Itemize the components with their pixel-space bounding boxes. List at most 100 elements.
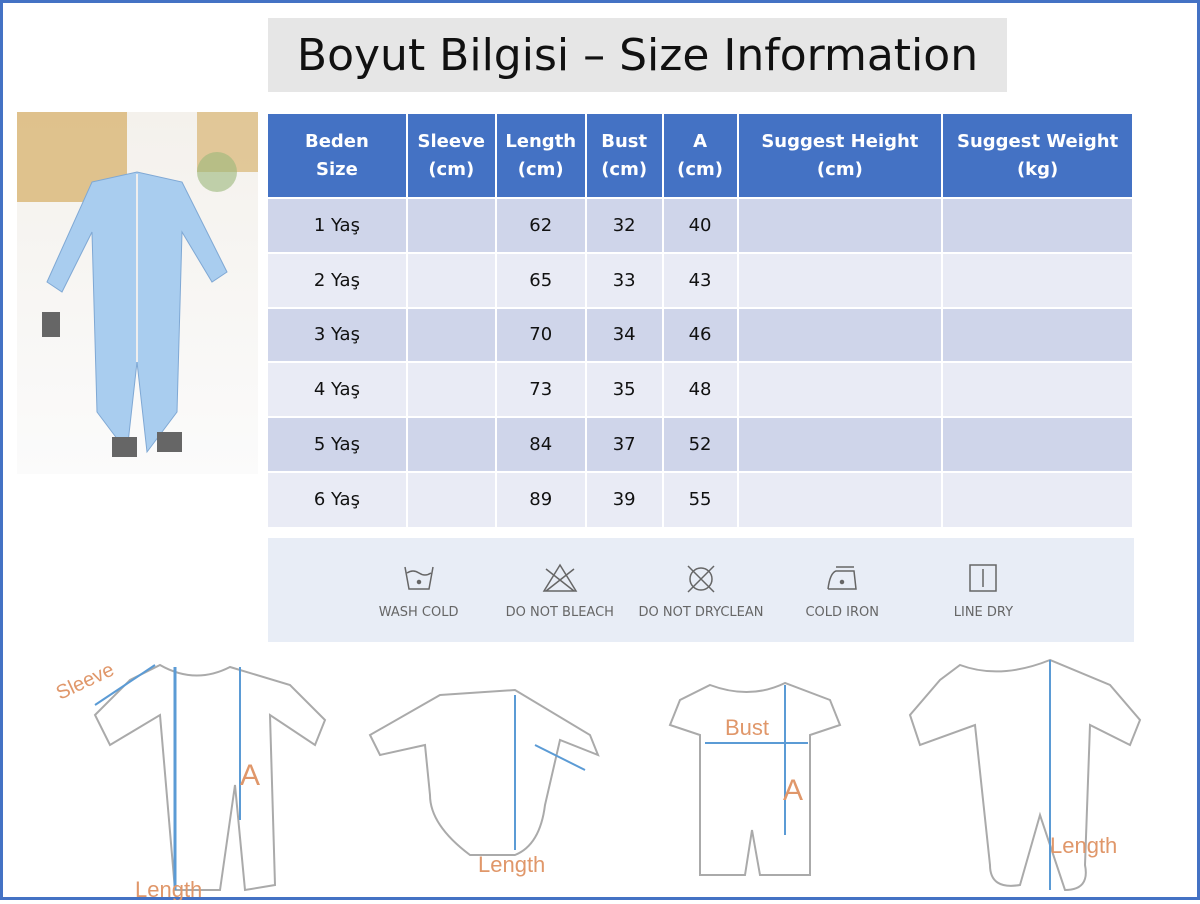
header-text: Bust xyxy=(601,130,648,152)
column-header: Bust (cm) xyxy=(585,114,664,198)
table-cell xyxy=(406,361,497,418)
table-row: 3 Yaş 70 34 46 xyxy=(268,306,1134,363)
header-text: A xyxy=(693,130,708,152)
length-label: Length xyxy=(1050,833,1117,858)
care-label: DO NOT DRYCLEAN xyxy=(638,604,764,620)
short-romper-diagram: Bust A xyxy=(668,681,842,876)
header-text: (kg) xyxy=(1016,158,1059,180)
table-cell: 40 xyxy=(662,197,739,253)
header-text: Sleeve xyxy=(417,130,486,152)
table-cell: 48 xyxy=(662,361,739,418)
care-instructions: WASH COLD DO NOT BLEACH DO NOT DRYCLEAN COL… xyxy=(268,538,1134,642)
column-header: Suggest Weight (kg) xyxy=(942,114,1134,198)
table-cell: 55 xyxy=(662,470,739,527)
romper-diagram: Sleeve A Length xyxy=(53,659,327,902)
do-not-bleach-icon xyxy=(542,563,578,592)
table-cell: 52 xyxy=(662,416,739,472)
table-cell: 62 xyxy=(495,197,587,253)
column-header: A (cm) xyxy=(662,114,739,198)
table-cell: 39 xyxy=(585,470,664,527)
table-row: 6 Yaş 89 39 55 xyxy=(268,470,1134,527)
table-cell xyxy=(737,197,944,253)
measurement-diagrams: Sleeve A Length Length Bust A Length xyxy=(0,645,1200,902)
line-dry-icon xyxy=(969,563,998,592)
table-cell xyxy=(737,306,944,363)
table-cell xyxy=(942,470,1134,527)
care-item: WASH COLD xyxy=(348,538,489,642)
table-cell: 84 xyxy=(495,416,587,472)
table-cell: 89 xyxy=(495,470,587,527)
table-cell: 6 Yaş xyxy=(268,470,408,527)
care-label: COLD IRON xyxy=(805,604,879,620)
page-title: Boyut Bilgisi – Size Information xyxy=(268,18,1007,92)
header-text: (cm) xyxy=(428,158,475,180)
care-item: LINE DRY xyxy=(913,538,1054,642)
length-label: Length xyxy=(135,877,202,900)
table-cell xyxy=(942,251,1134,308)
product-photo xyxy=(17,112,258,474)
care-label: WASH COLD xyxy=(378,604,459,620)
column-header: Suggest Height (cm) xyxy=(737,114,944,198)
table-cell: 32 xyxy=(585,197,664,253)
table-cell: 34 xyxy=(585,306,664,363)
table-cell xyxy=(406,416,497,472)
table-cell: 33 xyxy=(585,251,664,308)
care-label: DO NOT BLEACH xyxy=(505,604,614,620)
table-cell xyxy=(942,361,1134,418)
table-cell: 73 xyxy=(495,361,587,418)
length-label: Length xyxy=(478,852,545,877)
table-row: 4 Yaş 73 35 48 xyxy=(268,361,1134,418)
table-cell: 3 Yaş xyxy=(268,306,408,363)
header-text: (cm) xyxy=(677,158,724,180)
bodysuit-diagram: Length xyxy=(368,688,600,877)
column-header: Length (cm) xyxy=(495,114,587,198)
bust-label: Bust xyxy=(725,715,769,740)
table-row: 1 Yaş 62 32 40 xyxy=(268,197,1134,253)
table-cell xyxy=(406,197,497,253)
table-cell xyxy=(942,306,1134,363)
header-text: (cm) xyxy=(816,158,863,180)
table-cell: 35 xyxy=(585,361,664,418)
header-text: (cm) xyxy=(601,158,648,180)
size-table: Beden Size Sleeve (cm) Length (cm) Bust (cm) A (c… xyxy=(268,114,1134,527)
column-header: Beden Size xyxy=(268,114,408,198)
table-row: 2 Yaş 65 33 43 xyxy=(268,251,1134,308)
table-cell: 65 xyxy=(495,251,587,308)
table-cell xyxy=(737,361,944,418)
header-text: (cm) xyxy=(517,158,564,180)
table-cell: 43 xyxy=(662,251,739,308)
table-cell: 46 xyxy=(662,306,739,363)
care-label: LINE DRY xyxy=(953,604,1014,620)
care-item: COLD IRON xyxy=(772,538,913,642)
do-not-dryclean-icon xyxy=(687,564,715,593)
table-cell xyxy=(406,306,497,363)
table-cell: 2 Yaş xyxy=(268,251,408,308)
table-cell xyxy=(942,416,1134,472)
table-cell: 37 xyxy=(585,416,664,472)
table-cell: 5 Yaş xyxy=(268,416,408,472)
wash-cold-icon xyxy=(403,566,434,590)
table-cell xyxy=(406,251,497,308)
table-cell xyxy=(737,416,944,472)
header-text: Size xyxy=(315,158,358,180)
table-cell xyxy=(406,470,497,527)
table-row: 5 Yaş 84 37 52 xyxy=(268,416,1134,472)
header-text: Length xyxy=(505,130,577,152)
table-cell: 4 Yaş xyxy=(268,361,408,418)
sleeve-label: Sleeve xyxy=(53,659,118,705)
a-label: A xyxy=(240,759,260,792)
table-cell xyxy=(737,251,944,308)
table-cell: 1 Yaş xyxy=(268,197,408,253)
table-cell xyxy=(737,470,944,527)
table-cell: 70 xyxy=(495,306,587,363)
table-cell xyxy=(942,197,1134,253)
care-item: DO NOT DRYCLEAN xyxy=(630,538,771,642)
column-header: Sleeve (cm) xyxy=(406,114,497,198)
care-item: DO NOT BLEACH xyxy=(489,538,630,642)
a-label: A xyxy=(783,774,803,807)
footed-romper-diagram: Length xyxy=(908,658,1142,892)
header-text: Suggest Weight xyxy=(956,130,1119,152)
header-text: Beden xyxy=(304,130,369,152)
cold-iron-icon xyxy=(827,565,858,590)
